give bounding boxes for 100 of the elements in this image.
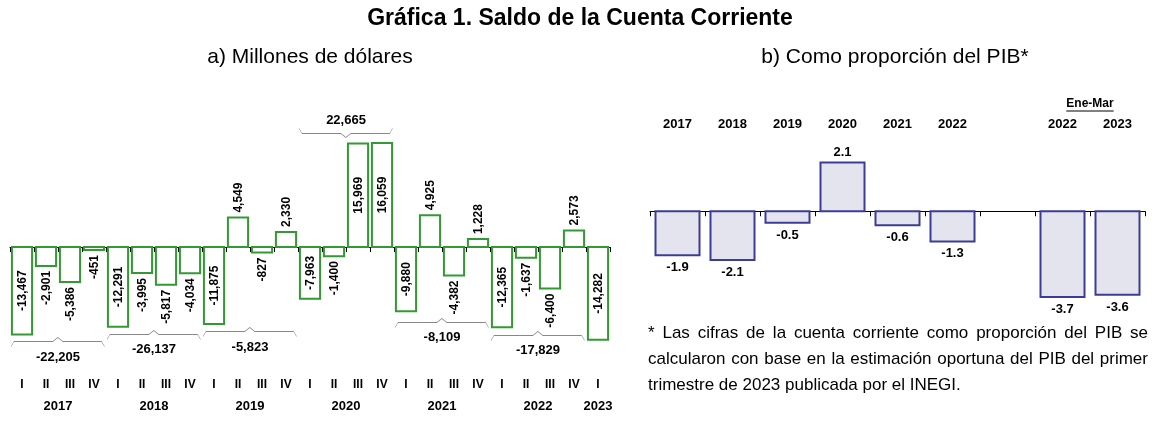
bar <box>82 246 106 252</box>
x-tick-label: I <box>20 377 24 391</box>
bar <box>562 229 586 249</box>
text: 2017 <box>43 397 73 413</box>
text: Ene-Mar <box>1066 96 1114 110</box>
bar <box>154 246 178 286</box>
bar <box>250 246 274 254</box>
data-label: 15,969 <box>351 176 365 214</box>
x-tick-label: II <box>522 377 530 391</box>
annotation: -8,109 <box>423 329 461 345</box>
x-tick-label: 2018 <box>718 116 747 131</box>
x-tick-label: IV <box>88 377 100 391</box>
x-tick-label: III <box>160 377 172 391</box>
data-label: -4,382 <box>447 280 461 315</box>
text: 2019 <box>235 397 265 413</box>
x-tick-label: III <box>448 377 460 391</box>
text: 2021 <box>427 397 457 413</box>
x-tick-label: 2022 <box>938 116 967 131</box>
x-tick-label: I <box>404 377 408 391</box>
data-label: -3.7 <box>1051 301 1074 317</box>
x-tick-label: 2020 <box>828 116 857 131</box>
x-tick-label: I <box>212 377 216 391</box>
data-label: -3.6 <box>1106 298 1129 314</box>
data-label: 16,059 <box>375 176 389 214</box>
bar <box>178 246 202 275</box>
x-tick-label: III <box>64 377 76 391</box>
x-tick-label: II <box>138 377 146 391</box>
x-tick-label: III <box>544 377 556 391</box>
data-label: -1,637 <box>519 262 533 297</box>
text: -22,205 <box>35 348 81 364</box>
bar <box>10 246 34 336</box>
x-tick-label: IV <box>568 377 580 391</box>
text: -26,137 <box>131 341 177 357</box>
data-label: 2.1 <box>833 143 852 159</box>
data-label: -1.3 <box>941 245 964 261</box>
x-tick-label: 2017 <box>663 116 692 131</box>
bar <box>586 246 610 341</box>
data-label: -7,963 <box>303 255 317 290</box>
data-label: -5,817 <box>159 289 173 324</box>
bar <box>538 246 562 290</box>
text: 2023 <box>583 397 613 413</box>
annotation: -5,823 <box>231 338 269 354</box>
x-tick-label: I <box>596 377 600 391</box>
data-label: -2,901 <box>39 270 53 305</box>
data-label: -4,034 <box>183 277 197 313</box>
data-label: 2,573 <box>567 195 581 226</box>
chart-subtitle: a) Millones de dólares <box>207 44 413 69</box>
data-label: -3,995 <box>135 277 149 313</box>
x-tick-label: II <box>234 377 242 391</box>
data-label: 2,330 <box>279 196 293 227</box>
data-label: -451 <box>87 254 101 280</box>
data-label: -12,291 <box>111 266 125 308</box>
x-tick-label: I <box>308 377 312 391</box>
x-tick-label: 2021 <box>883 116 912 131</box>
bar <box>490 246 514 329</box>
text: -17,829 <box>515 342 561 358</box>
data-label: -1.9 <box>666 259 689 275</box>
bar <box>442 246 466 277</box>
bar <box>322 246 346 258</box>
x-tick-label: 2022 <box>1048 116 1077 131</box>
text: 22,665 <box>326 112 366 128</box>
data-label: -0.6 <box>886 229 909 245</box>
x-tick-label: IV <box>472 377 484 391</box>
chart-title: b) Como proporción del PIB* <box>761 44 1029 69</box>
data-label: -6,400 <box>543 293 557 328</box>
x-tick-label: 2019 <box>773 116 802 131</box>
data-label: -13,467 <box>15 270 29 312</box>
data-label: 1,228 <box>471 203 485 235</box>
bar <box>226 216 250 249</box>
x-tick-label: IV <box>184 377 196 391</box>
bar <box>202 246 226 326</box>
data-label: -0.5 <box>776 226 799 242</box>
text: * Las cifras de la cuenta corriente como proporción del PIB se calcularon con base en la estimación oportuna del PIB del primer trimestre de 2023 publicada por el INEGI. <box>648 322 1148 396</box>
chart-title: Gráfica 1. Saldo de la Cuenta Corriente <box>367 4 793 31</box>
text: 2020 <box>331 397 361 413</box>
data-label: -2.1 <box>721 263 744 279</box>
text: 2022 <box>523 397 553 413</box>
text: 2018 <box>139 397 169 413</box>
data-label: -9,880 <box>399 261 413 297</box>
bar <box>466 238 490 249</box>
x-tick-label: II <box>42 377 50 391</box>
x-tick-label: IV <box>376 377 388 391</box>
bar <box>34 246 58 267</box>
bar <box>106 246 130 328</box>
data-label: -5,386 <box>63 286 77 322</box>
data-label: -14,282 <box>591 272 605 314</box>
data-label: -1,400 <box>327 260 341 296</box>
bar <box>58 246 82 284</box>
bar <box>514 246 538 259</box>
data-label: -11,875 <box>207 265 221 306</box>
bar <box>418 214 442 249</box>
x-tick-label: III <box>352 377 364 391</box>
x-tick-label: 2023 <box>1103 116 1132 131</box>
x-tick-label: II <box>426 377 434 391</box>
x-tick-label: III <box>256 377 268 391</box>
bar <box>130 246 154 274</box>
data-label: -12,365 <box>495 266 509 308</box>
x-tick-label: II <box>330 377 338 391</box>
data-label: 4,549 <box>231 182 245 213</box>
x-tick-label: I <box>500 377 504 391</box>
